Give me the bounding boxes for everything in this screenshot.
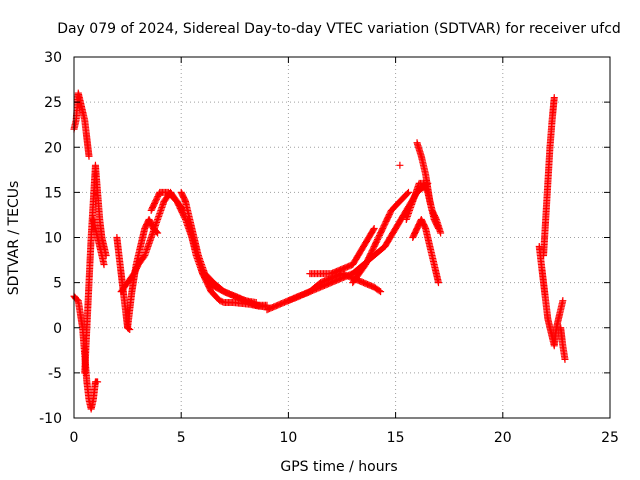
- series-track-t: [540, 94, 558, 260]
- series-track-q: [409, 215, 442, 287]
- data-point: [85, 152, 93, 160]
- series-track-n: [349, 188, 412, 287]
- data-point: [252, 298, 260, 306]
- x-tick-label: 25: [601, 430, 619, 446]
- series-track-u: [557, 324, 569, 363]
- axis-ticks: 0 5 10 15 20 25 -10 -5 0 5 10 15 20 25 30: [39, 50, 619, 446]
- y-tick-label: -5: [48, 366, 62, 382]
- series-track-p: [413, 139, 442, 232]
- chart-title: Day 079 of 2024, Sidereal Day-to-day VTE…: [57, 21, 621, 37]
- data-point: [369, 226, 377, 234]
- data-point: [403, 190, 411, 198]
- series-track-d: [89, 215, 108, 269]
- data-point: [100, 261, 108, 269]
- y-tick-label: 25: [44, 95, 62, 111]
- x-tick-label: 10: [279, 430, 297, 446]
- y-tick-label: 20: [44, 140, 62, 156]
- data-point: [559, 297, 567, 305]
- data-point: [375, 287, 383, 295]
- x-axis-label: GPS time / hours: [280, 459, 397, 475]
- x-tick-label: 5: [177, 430, 186, 446]
- y-tick-label: 10: [44, 231, 62, 247]
- data-point: [396, 161, 404, 169]
- data-point: [370, 224, 378, 232]
- series-track-g: [117, 188, 187, 296]
- y-tick-label: 30: [44, 50, 62, 66]
- y-tick-label: 15: [44, 185, 62, 201]
- x-tick-label: 0: [70, 430, 79, 446]
- y-tick-label: -10: [39, 411, 62, 427]
- data-point: [434, 223, 442, 231]
- series-track-m: [306, 224, 378, 278]
- series-track-j: [184, 215, 260, 306]
- data-point: [434, 224, 442, 232]
- data-point: [404, 188, 412, 196]
- y-axis-label: SDTVAR / TECUs: [6, 181, 22, 296]
- series-track-r: [396, 161, 404, 169]
- data-point: [437, 229, 445, 237]
- x-tick-label: 20: [494, 430, 512, 446]
- data-points: [70, 89, 569, 413]
- data-point: [377, 288, 385, 296]
- y-tick-label: 5: [53, 276, 62, 292]
- data-point: [434, 279, 442, 287]
- x-tick-label: 15: [387, 430, 405, 446]
- series-track-c: [81, 161, 110, 377]
- data-point: [94, 378, 102, 386]
- data-point: [561, 355, 569, 363]
- gridlines: [74, 57, 610, 418]
- y-tick-label: 0: [53, 321, 62, 337]
- data-point: [550, 94, 558, 102]
